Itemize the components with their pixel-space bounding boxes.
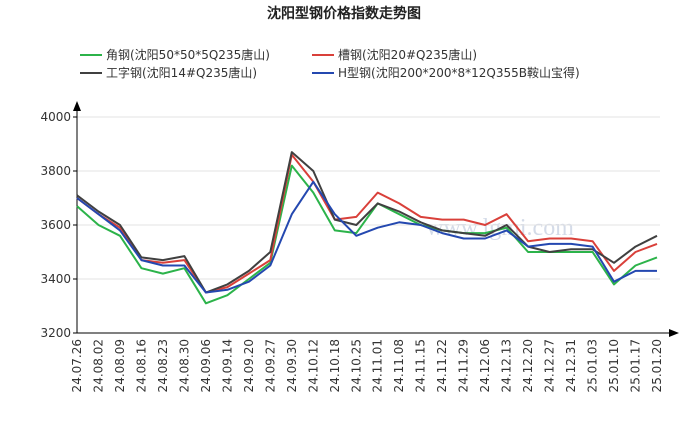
chart-title: 沈阳型钢价格指数走势图 xyxy=(267,5,421,22)
x-tick-label: 24.09.20 xyxy=(242,339,256,392)
x-tick-label: 24.12.13 xyxy=(500,339,514,392)
y-tick-label: 4000 xyxy=(40,110,71,124)
x-tick-label: 24.12.20 xyxy=(521,339,535,392)
y-tick-label: 3600 xyxy=(40,218,71,232)
x-tick-label: 24.11.29 xyxy=(457,339,471,392)
line-series xyxy=(76,180,657,294)
y-tick-label: 3400 xyxy=(40,272,71,286)
line-series xyxy=(76,151,658,294)
y-tick-label: 3800 xyxy=(40,164,71,178)
y-axis-arrow xyxy=(73,101,81,111)
x-tick-label: 24.08.09 xyxy=(113,339,127,392)
x-tick-label: 24.12.31 xyxy=(564,339,578,392)
x-tick-label: 24.10.18 xyxy=(328,339,342,392)
x-axis-arrow xyxy=(669,329,679,337)
x-tick-label: 25.01.03 xyxy=(586,339,600,392)
x-tick-label: 24.07.26 xyxy=(70,339,84,392)
x-tick-label: 25.01.10 xyxy=(607,339,621,392)
x-tick-label: 24.09.06 xyxy=(199,339,213,392)
x-tick-label: 24.12.27 xyxy=(543,339,557,392)
x-tick-label: 24.11.15 xyxy=(414,339,428,392)
x-tick-label: 24.08.23 xyxy=(156,339,170,392)
x-tick-label: 24.08.16 xyxy=(134,339,148,392)
x-tick-label: 24.09.30 xyxy=(285,339,299,392)
x-tick-label: 24.08.02 xyxy=(91,339,105,392)
line-series xyxy=(76,164,658,305)
line-series xyxy=(76,153,658,294)
x-tick-label: 24.10.25 xyxy=(349,339,363,392)
x-tick-label: 24.10.12 xyxy=(306,339,320,392)
x-tick-label: 24.11.22 xyxy=(435,339,449,392)
x-tick-label: 24.12.06 xyxy=(478,339,492,392)
legend-label: 工字钢(沈阳14#Q235唐山) xyxy=(106,65,257,80)
x-tick-label: 24.08.30 xyxy=(177,339,191,392)
legend-label: H型钢(沈阳200*200*8*12Q355B鞍山宝得) xyxy=(338,65,580,80)
x-tick-label: 24.09.14 xyxy=(220,339,234,392)
x-tick-label: 24.11.08 xyxy=(392,339,406,392)
x-tick-label: 25.01.17 xyxy=(629,339,643,392)
y-tick-label: 3200 xyxy=(40,326,71,340)
legend-label: 角钢(沈阳50*50*5Q235唐山) xyxy=(106,47,270,62)
legend-label: 槽钢(沈阳20#Q235唐山) xyxy=(338,47,477,62)
x-tick-label: 24.09.27 xyxy=(263,339,277,392)
x-tick-label: 25.01.20 xyxy=(650,339,664,392)
x-tick-label: 24.11.01 xyxy=(371,339,385,392)
